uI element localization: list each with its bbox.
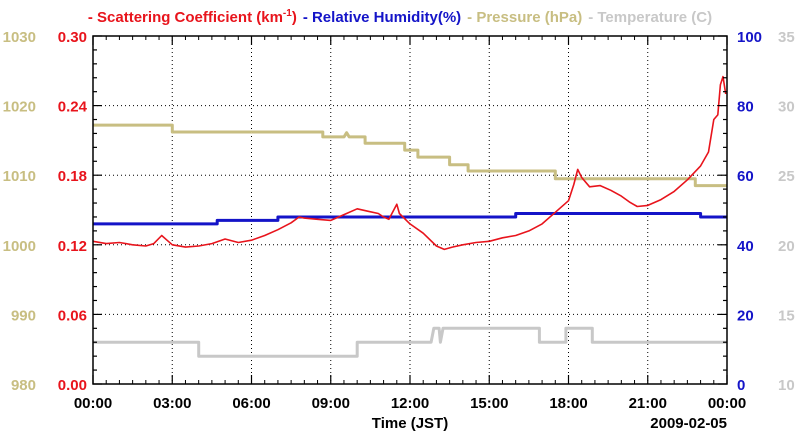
pressure-tick-label: 1000	[3, 238, 36, 255]
pressure-tick-label: 990	[11, 307, 36, 324]
scattering-tick-label: 0.24	[58, 99, 88, 116]
legend-suffix: )	[292, 9, 297, 26]
x-tick-label: 09:00	[312, 395, 350, 412]
temperature-tick-label: 20	[778, 238, 795, 255]
scattering-tick-label: 0.18	[58, 168, 87, 185]
temperature-tick-label: 10	[778, 377, 795, 394]
series-relative-humidity	[93, 212, 727, 226]
date-label: 2009-02-05	[650, 415, 727, 432]
humidity-tick-label: 40	[737, 238, 754, 255]
humidity-tick-label: 0	[737, 377, 745, 394]
x-tick-label: 21:00	[629, 395, 667, 412]
series-layer	[92, 75, 727, 358]
x-tick-label: 00:00	[74, 395, 112, 412]
x-tick-label: 15:00	[470, 395, 508, 412]
series-scattering-coefficient	[92, 75, 727, 251]
scattering-tick-label: 0.30	[58, 29, 87, 46]
x-tick-label: 12:00	[391, 395, 429, 412]
temperature-tick-label: 30	[778, 99, 795, 116]
temperature-tick-label: 15	[778, 307, 795, 324]
pressure-tick-label: 1030	[3, 29, 36, 46]
pressure-tick-label: 1010	[3, 168, 36, 185]
humidity-tick-label: 20	[737, 307, 754, 324]
legend: - Scattering Coefficient (km-1) - Relativ…	[88, 8, 712, 26]
axes: 00:00 03:00 06:00 09:00 12:00 15:00 18:00 21:00…	[3, 29, 795, 412]
humidity-tick-label: 100	[737, 29, 762, 46]
pressure-tick-label: 1020	[3, 99, 36, 116]
legend-entry: - Pressure (hPa)	[467, 9, 582, 26]
x-tick-label: 03:00	[153, 395, 191, 412]
x-axis-title: Time (JST)	[372, 415, 448, 432]
x-tick-label: 00:00	[708, 395, 746, 412]
pressure-tick-label: 980	[11, 377, 36, 394]
series-pressure	[93, 123, 727, 188]
grid	[93, 36, 727, 384]
scattering-tick-label: 0.12	[58, 238, 87, 255]
legend-entry: - Relative Humidity(%)	[303, 9, 461, 26]
scattering-tick-label: 0.06	[58, 307, 87, 324]
humidity-tick-label: 80	[737, 99, 754, 116]
legend-superscript: -1	[283, 8, 292, 19]
series-temperature	[93, 326, 727, 358]
humidity-tick-label: 60	[737, 168, 754, 185]
x-tick-label: 18:00	[549, 395, 587, 412]
legend-entry: - Scattering Coefficient (km	[88, 9, 283, 26]
temperature-tick-label: 35	[778, 29, 795, 46]
scattering-tick-label: 0.00	[58, 377, 87, 394]
temperature-tick-label: 25	[778, 168, 795, 185]
x-tick-label: 06:00	[232, 395, 270, 412]
legend-entry: - Temperature (C)	[588, 9, 712, 26]
